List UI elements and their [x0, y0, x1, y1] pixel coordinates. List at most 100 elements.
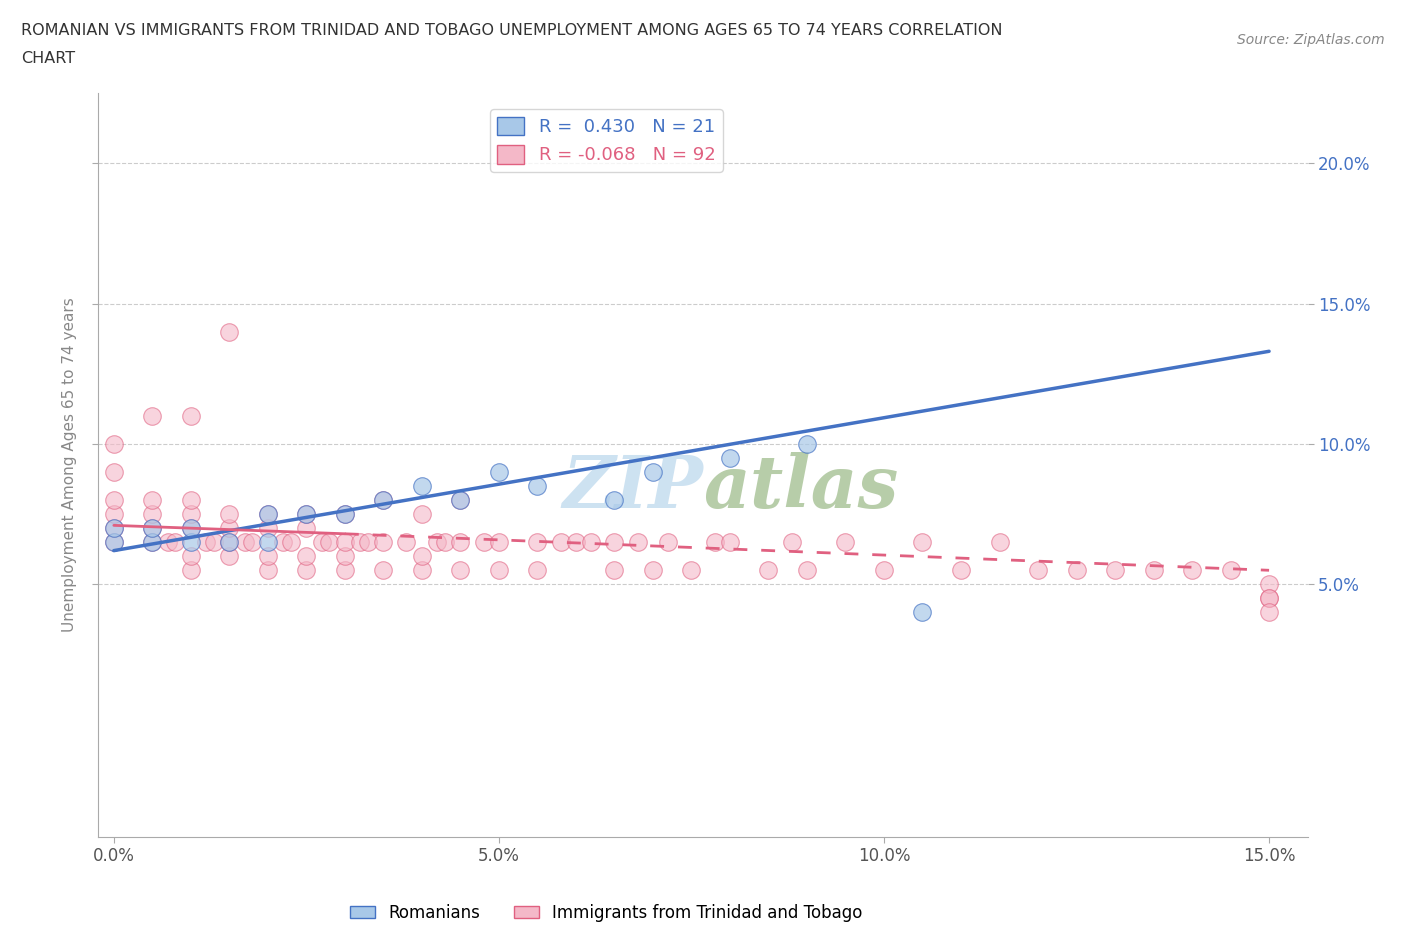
Point — [180, 521, 202, 536]
Point — [180, 549, 202, 564]
Point — [373, 493, 395, 508]
Point — [1258, 577, 1281, 591]
Point — [1104, 563, 1126, 578]
Point — [165, 535, 187, 550]
Point — [1219, 563, 1241, 578]
Point — [195, 535, 218, 550]
Point — [103, 521, 125, 536]
Point — [472, 535, 495, 550]
Point — [257, 507, 280, 522]
Point — [333, 549, 356, 564]
Point — [295, 549, 318, 564]
Point — [103, 465, 125, 480]
Text: ROMANIAN VS IMMIGRANTS FROM TRINIDAD AND TOBAGO UNEMPLOYMENT AMONG AGES 65 TO 74: ROMANIAN VS IMMIGRANTS FROM TRINIDAD AND… — [21, 23, 1002, 38]
Point — [295, 507, 318, 522]
Point — [333, 563, 356, 578]
Point — [657, 535, 679, 550]
Point — [103, 521, 125, 536]
Point — [141, 507, 163, 522]
Point — [333, 535, 356, 550]
Point — [103, 507, 125, 522]
Point — [373, 493, 395, 508]
Point — [271, 535, 294, 550]
Point — [103, 493, 125, 508]
Point — [411, 563, 433, 578]
Point — [526, 535, 548, 550]
Point — [218, 535, 240, 550]
Point — [834, 535, 856, 550]
Point — [295, 521, 318, 536]
Point — [950, 563, 973, 578]
Point — [488, 465, 510, 480]
Point — [641, 465, 664, 480]
Point — [180, 507, 202, 522]
Point — [373, 535, 395, 550]
Point — [202, 535, 225, 550]
Point — [449, 535, 471, 550]
Point — [780, 535, 803, 550]
Text: Source: ZipAtlas.com: Source: ZipAtlas.com — [1237, 33, 1385, 46]
Point — [242, 535, 264, 550]
Point — [257, 521, 280, 536]
Point — [180, 563, 202, 578]
Point — [103, 436, 125, 451]
Point — [433, 535, 456, 550]
Point — [550, 535, 572, 550]
Point — [411, 549, 433, 564]
Point — [295, 563, 318, 578]
Point — [180, 493, 202, 508]
Point — [141, 535, 163, 550]
Point — [873, 563, 896, 578]
Point — [141, 521, 163, 536]
Point — [395, 535, 418, 550]
Point — [257, 507, 280, 522]
Point — [373, 563, 395, 578]
Point — [103, 535, 125, 550]
Point — [718, 535, 741, 550]
Point — [1181, 563, 1204, 578]
Point — [526, 563, 548, 578]
Point — [1026, 563, 1049, 578]
Point — [280, 535, 302, 550]
Point — [257, 549, 280, 564]
Point — [180, 408, 202, 423]
Point — [311, 535, 333, 550]
Text: CHART: CHART — [21, 51, 75, 66]
Point — [357, 535, 380, 550]
Point — [449, 563, 471, 578]
Point — [218, 521, 240, 536]
Point — [218, 535, 240, 550]
Point — [449, 493, 471, 508]
Text: atlas: atlas — [703, 452, 898, 523]
Point — [1258, 591, 1281, 605]
Point — [488, 563, 510, 578]
Text: ZIP: ZIP — [562, 452, 703, 523]
Point — [318, 535, 340, 550]
Point — [681, 563, 703, 578]
Point — [526, 479, 548, 494]
Point — [333, 507, 356, 522]
Point — [565, 535, 588, 550]
Point — [1258, 591, 1281, 605]
Point — [703, 535, 725, 550]
Point — [796, 563, 818, 578]
Point — [233, 535, 256, 550]
Point — [1142, 563, 1164, 578]
Point — [1066, 563, 1088, 578]
Point — [1258, 604, 1281, 619]
Point — [626, 535, 648, 550]
Point — [426, 535, 449, 550]
Point — [758, 563, 780, 578]
Point — [603, 535, 626, 550]
Point — [103, 535, 125, 550]
Point — [141, 493, 163, 508]
Point — [349, 535, 371, 550]
Point — [411, 507, 433, 522]
Point — [141, 535, 163, 550]
Point — [603, 563, 626, 578]
Point — [911, 535, 934, 550]
Point — [180, 535, 202, 550]
Point — [156, 535, 179, 550]
Point — [333, 507, 356, 522]
Point — [257, 535, 280, 550]
